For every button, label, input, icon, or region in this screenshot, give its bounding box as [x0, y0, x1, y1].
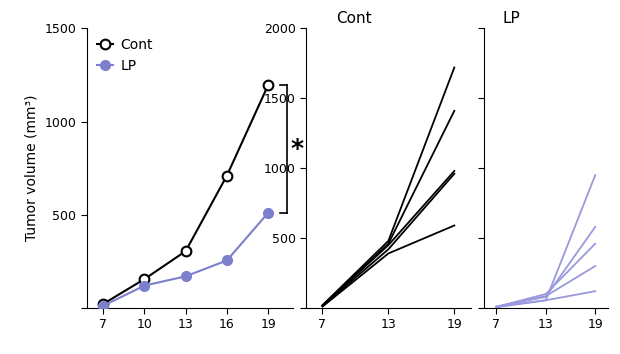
Text: LP: LP	[503, 11, 520, 26]
Text: *: *	[291, 137, 304, 161]
Text: Cont: Cont	[335, 11, 371, 26]
Legend: Cont, LP: Cont, LP	[94, 35, 156, 76]
Y-axis label: Tumor volume (mm³): Tumor volume (mm³)	[25, 95, 39, 241]
